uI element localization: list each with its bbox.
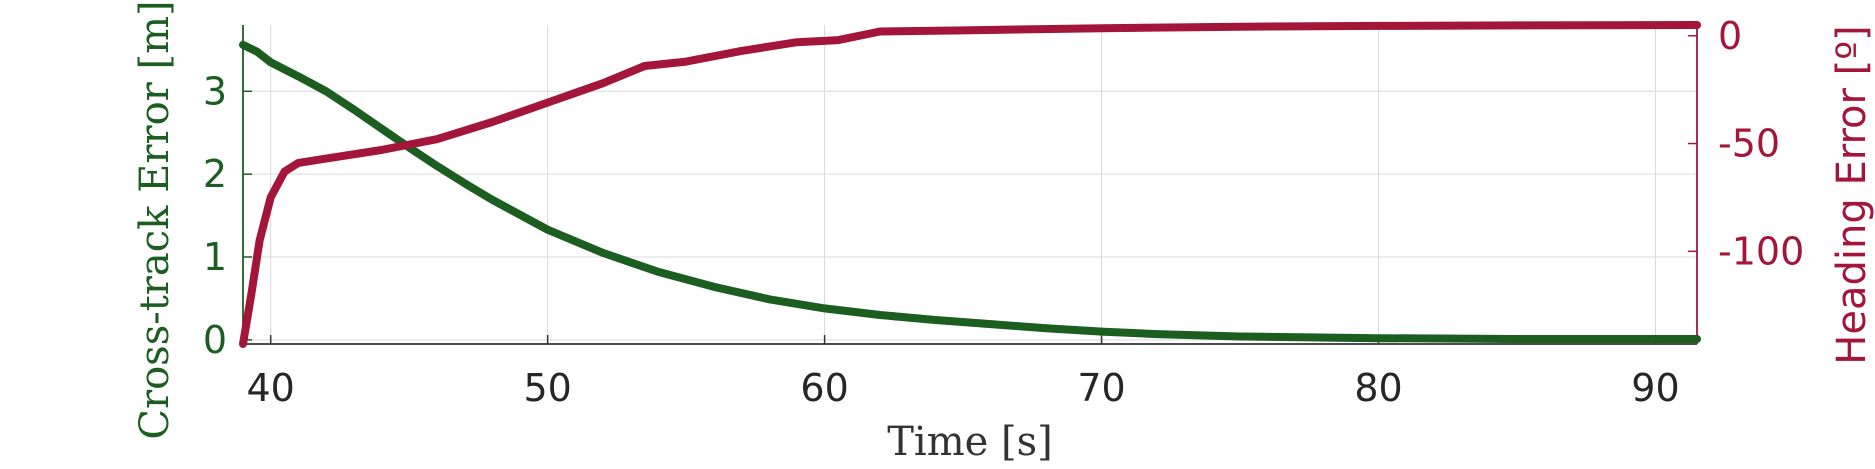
left-y-axis-title: Cross-track Error [m] (132, 0, 178, 439)
x-tick-label: 70 (1077, 366, 1125, 410)
heading-error-line (239, 21, 1701, 348)
tick-labels: 40 50 60 70 80 90 0 1 2 3 0 -50 -100 (203, 14, 1804, 410)
x-tick-label: 90 (1631, 366, 1679, 410)
right-y-tick-label: 0 (1718, 14, 1742, 58)
left-y-tick-label: 0 (203, 318, 227, 362)
x-tick-label: 80 (1354, 366, 1402, 410)
series-layer (239, 21, 1701, 348)
left-y-tick-label: 3 (203, 69, 227, 113)
grid (243, 25, 1697, 344)
x-tick-label: 60 (800, 366, 848, 410)
axes (242, 25, 1698, 345)
right-y-tick-label: -50 (1718, 122, 1780, 166)
x-axis-title: Time [s] (887, 419, 1053, 465)
cross-track-error-line (239, 40, 1701, 343)
right-y-axis-title: Heading Error [º] (1829, 25, 1875, 364)
x-tick-label: 40 (247, 366, 295, 410)
left-y-tick-label: 2 (203, 152, 227, 196)
x-tick-label: 50 (523, 366, 571, 410)
right-y-tick-label: -100 (1718, 229, 1804, 273)
left-y-tick-label: 1 (203, 235, 227, 279)
